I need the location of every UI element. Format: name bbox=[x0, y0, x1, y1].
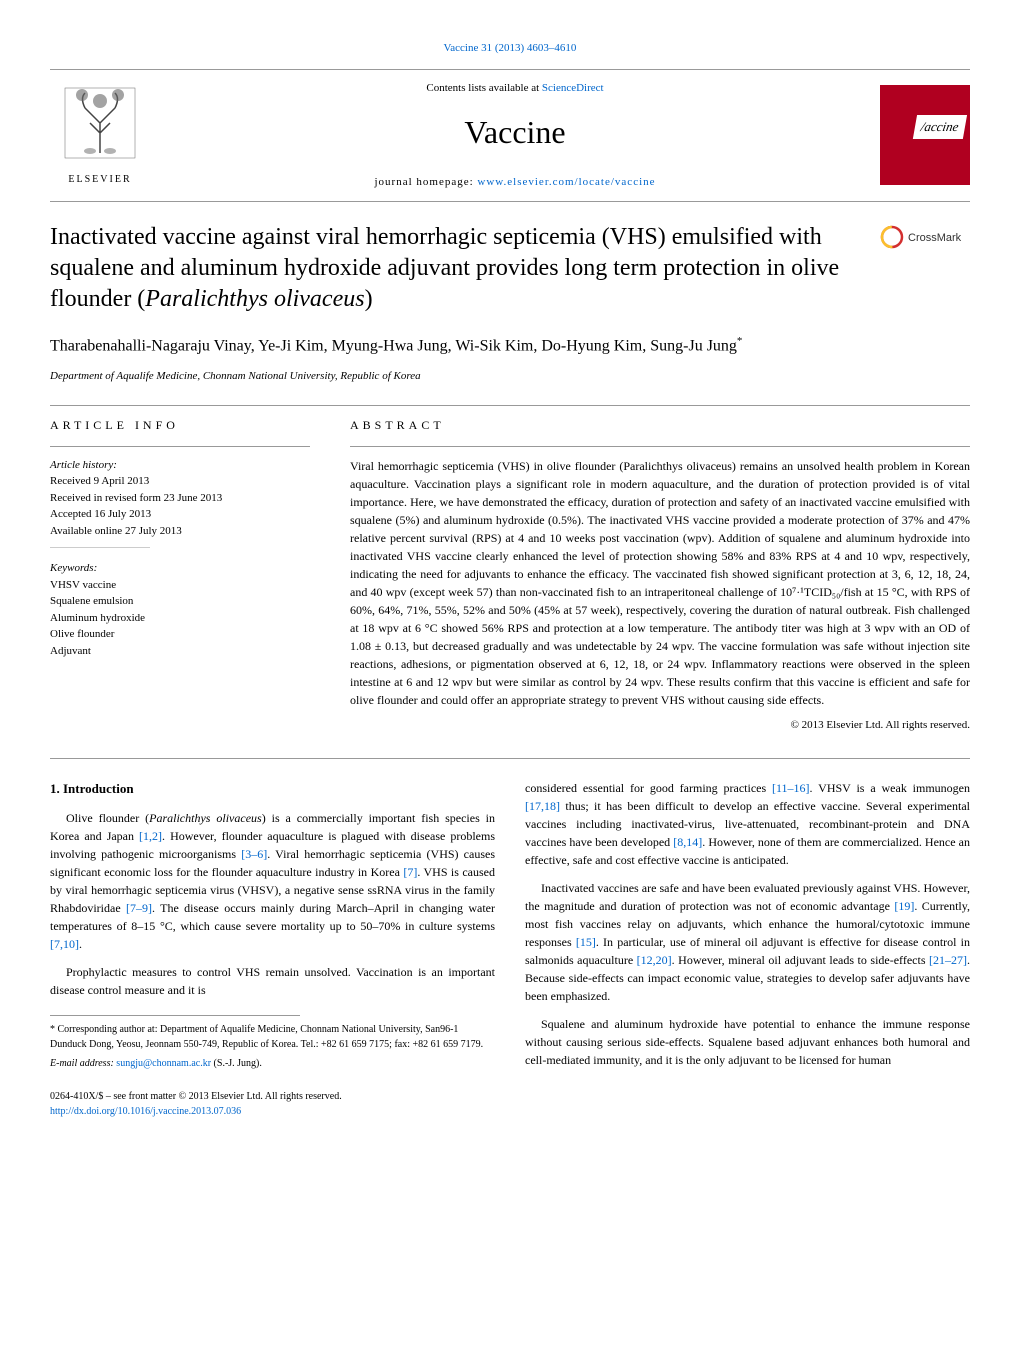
crossmark-badge[interactable]: CrossMark bbox=[880, 222, 970, 316]
article-info-heading: ARTICLE INFO bbox=[50, 416, 310, 440]
journal-title: Vaccine bbox=[150, 108, 880, 156]
intro-heading: 1. Introduction bbox=[50, 779, 495, 799]
sciencedirect-link[interactable]: ScienceDirect bbox=[542, 82, 604, 94]
authors-line: Tharabenahalli-Nagaraju Vinay, Ye-Ji Kim… bbox=[50, 333, 970, 358]
journal-center: Contents lists available at ScienceDirec… bbox=[150, 80, 880, 191]
cover-label: /accine bbox=[913, 115, 967, 139]
issn-doi-block: 0264-410X/$ – see front matter © 2013 El… bbox=[50, 1089, 495, 1119]
abstract-divider bbox=[350, 446, 970, 447]
journal-header: ELSEVIER Contents lists available at Sci… bbox=[50, 69, 970, 202]
abstract-col: ABSTRACT Viral hemorrhagic septicemia (V… bbox=[350, 416, 970, 734]
right-para-1: Inactivated vaccines are safe and have b… bbox=[525, 879, 970, 1005]
body-col-left: 1. Introduction Olive flounder (Paralich… bbox=[50, 779, 495, 1119]
history-line-0: Received 9 April 2013 bbox=[50, 473, 310, 490]
corresponding-asterisk: * bbox=[737, 335, 743, 347]
section-divider bbox=[50, 405, 970, 406]
authors-text: Tharabenahalli-Nagaraju Vinay, Ye-Ji Kim… bbox=[50, 337, 737, 354]
email-line: E-mail address: sungju@chonnam.ac.kr (S.… bbox=[50, 1056, 495, 1071]
contents-line: Contents lists available at ScienceDirec… bbox=[150, 80, 880, 97]
abstract-heading: ABSTRACT bbox=[350, 416, 970, 440]
issn-line: 0264-410X/$ – see front matter © 2013 El… bbox=[50, 1089, 495, 1104]
title-crossmark-row: Inactivated vaccine against viral hemorr… bbox=[50, 222, 970, 316]
body-col-right: considered essential for good farming pr… bbox=[525, 779, 970, 1119]
corresponding-note: * Corresponding author at: Department of… bbox=[50, 1022, 495, 1052]
keyword-0: VHSV vaccine bbox=[50, 577, 310, 594]
article-history-block: Article history: Received 9 April 2013 R… bbox=[50, 457, 310, 549]
abstract-copyright: © 2013 Elsevier Ltd. All rights reserved… bbox=[350, 717, 970, 734]
publisher-name: ELSEVIER bbox=[50, 172, 150, 187]
doi-link[interactable]: http://dx.doi.org/10.1016/j.vaccine.2013… bbox=[50, 1106, 241, 1117]
elsevier-tree-icon bbox=[60, 83, 140, 163]
left-para-0: Olive flounder (Paralichthys olivaceus) … bbox=[50, 809, 495, 953]
email-link[interactable]: sungju@chonnam.ac.kr bbox=[116, 1058, 211, 1069]
homepage-line: journal homepage: www.elsevier.com/locat… bbox=[150, 174, 880, 191]
info-divider bbox=[50, 446, 310, 447]
citation-link: Vaccine 31 (2013) 4603–4610 bbox=[50, 40, 970, 57]
keyword-3: Olive flounder bbox=[50, 626, 310, 643]
history-line-2: Accepted 16 July 2013 bbox=[50, 506, 310, 523]
keyword-2: Aluminum hydroxide bbox=[50, 610, 310, 627]
publisher-logo: ELSEVIER bbox=[50, 83, 150, 188]
history-heading: Article history: bbox=[50, 457, 310, 474]
citation-anchor[interactable]: Vaccine 31 (2013) 4603–4610 bbox=[444, 42, 577, 54]
journal-cover-thumb: /accine bbox=[880, 85, 970, 185]
info-abstract-row: ARTICLE INFO Article history: Received 9… bbox=[50, 416, 970, 734]
article-title: Inactivated vaccine against viral hemorr… bbox=[50, 222, 860, 316]
crossmark-icon: CrossMark bbox=[880, 222, 970, 252]
keywords-block: Keywords: VHSV vaccine Squalene emulsion… bbox=[50, 560, 310, 659]
abstract-text: Viral hemorrhagic septicemia (VHS) in ol… bbox=[350, 457, 970, 709]
right-para-2: Squalene and aluminum hydroxide have pot… bbox=[525, 1015, 970, 1069]
keyword-4: Adjuvant bbox=[50, 643, 310, 660]
history-line-1: Received in revised form 23 June 2013 bbox=[50, 490, 310, 507]
email-suffix: (S.-J. Jung). bbox=[211, 1058, 262, 1069]
homepage-prefix: journal homepage: bbox=[374, 176, 477, 188]
history-line-3: Available online 27 July 2013 bbox=[50, 523, 310, 540]
body-divider bbox=[50, 758, 970, 759]
keyword-1: Squalene emulsion bbox=[50, 593, 310, 610]
footnote-divider bbox=[50, 1015, 300, 1016]
body-columns: 1. Introduction Olive flounder (Paralich… bbox=[50, 779, 970, 1119]
affiliation: Department of Aqualife Medicine, Chonnam… bbox=[50, 368, 970, 385]
left-para-1: Prophylactic measures to control VHS rem… bbox=[50, 963, 495, 999]
article-info-col: ARTICLE INFO Article history: Received 9… bbox=[50, 416, 310, 734]
homepage-link[interactable]: www.elsevier.com/locate/vaccine bbox=[477, 176, 655, 188]
keywords-heading: Keywords: bbox=[50, 560, 310, 577]
right-para-0: considered essential for good farming pr… bbox=[525, 779, 970, 869]
contents-prefix: Contents lists available at bbox=[426, 82, 541, 94]
email-prefix: E-mail address: bbox=[50, 1058, 116, 1069]
svg-text:CrossMark: CrossMark bbox=[908, 232, 962, 244]
